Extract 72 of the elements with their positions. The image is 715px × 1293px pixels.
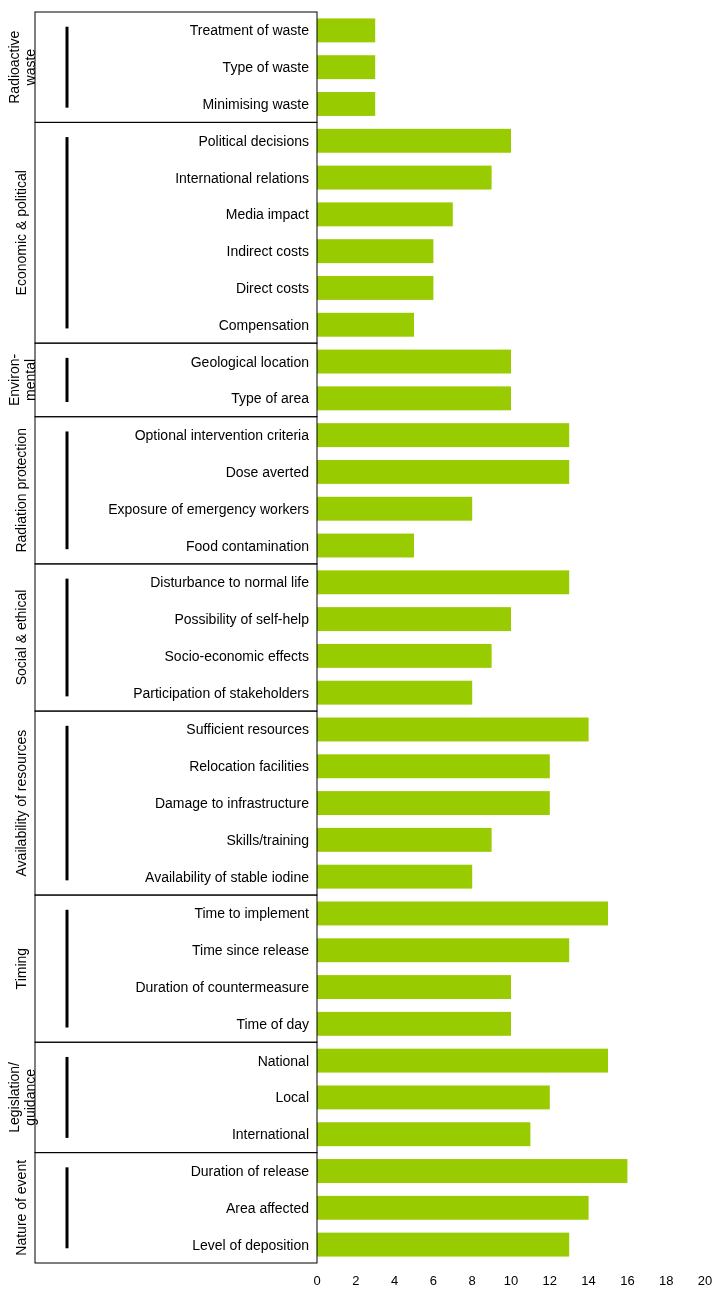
x-tick-label: 8	[468, 1273, 476, 1288]
x-tick-label: 18	[658, 1273, 674, 1288]
bar	[317, 276, 434, 300]
y-tick-label: Minimising waste	[202, 95, 310, 112]
y-tick-label: Dose averted	[225, 463, 309, 480]
x-tick-label: 2	[352, 1273, 360, 1288]
y-tick-label: Treatment of waste	[189, 22, 310, 39]
bar	[317, 1195, 589, 1220]
x-tick-label: 0	[313, 1273, 321, 1288]
y-axis-title: Timing	[13, 947, 29, 990]
y-tick-label: Media impact	[225, 206, 310, 223]
y-axis-title: Social & ethical	[13, 589, 29, 686]
y-tick-label: International	[231, 1126, 309, 1143]
bar	[317, 570, 570, 595]
y-tick-label: Disturbance to normal life	[150, 574, 310, 591]
y-tick-label: Food contamination	[186, 537, 309, 554]
y-tick-label: Socio-economic effects	[164, 647, 309, 664]
y-tick-label: Area affected	[225, 1199, 309, 1216]
y-tick-label: Time of day	[236, 1015, 309, 1032]
y-axis-title: Radioactive waste	[6, 30, 38, 104]
x-tick-label: 20	[697, 1273, 713, 1288]
bar	[317, 1232, 570, 1257]
bar	[317, 754, 550, 779]
bar	[317, 607, 511, 632]
y-tick-label: Type of area	[231, 390, 310, 407]
y-tick-label: Relocation facilities	[189, 758, 309, 775]
bar	[317, 864, 473, 889]
y-tick-label: National	[257, 1052, 309, 1069]
x-tick-label: 10	[503, 1273, 519, 1288]
bar	[317, 202, 453, 227]
y-tick-label: Type of waste	[222, 59, 310, 76]
bar	[317, 1159, 628, 1183]
x-tick-label: 4	[390, 1273, 399, 1288]
bar	[317, 128, 511, 153]
y-tick-label: Participation of stakeholders	[133, 684, 309, 701]
y-tick-label: Time since release	[192, 942, 310, 959]
x-tick-label: 16	[620, 1273, 635, 1288]
x-tick-label: 6	[429, 1273, 438, 1288]
y-tick-label: Duration of countermeasure	[135, 979, 310, 996]
y-axis-title: Environ-mental	[6, 353, 38, 407]
y-tick-label: Indirect costs	[226, 243, 309, 260]
y-tick-label: Local	[275, 1089, 309, 1106]
bar	[317, 312, 414, 337]
y-tick-label: Damage to infrastructure	[154, 795, 310, 812]
y-tick-label: Skills/training	[226, 831, 309, 848]
y-tick-label: Geological location	[190, 353, 309, 370]
y-tick-label: Availability of stable iodine	[145, 868, 310, 885]
y-tick-label: Time to implement	[194, 905, 310, 922]
y-tick-label: Level of deposition	[192, 1236, 309, 1253]
y-tick-label: Direct costs	[235, 279, 309, 296]
bar	[317, 643, 492, 668]
bar	[317, 239, 434, 264]
y-axis-title: Radiation protection	[13, 428, 29, 553]
y-axis-title: Availability of resources	[13, 729, 29, 877]
bar	[317, 680, 473, 705]
x-tick-label: 12	[542, 1273, 558, 1288]
y-axis-title: Economic & political	[13, 170, 29, 296]
y-tick-label: Optional intervention criteria	[134, 427, 310, 444]
bar	[317, 717, 589, 742]
y-tick-label: Possibility of self-help	[174, 611, 310, 628]
y-tick-label: Exposure of emergency workers	[108, 500, 309, 517]
bar	[317, 165, 492, 190]
bar	[317, 791, 550, 816]
y-tick-label: Sufficient resources	[186, 721, 309, 738]
y-axis-title: Nature of event	[13, 1159, 29, 1256]
x-tick-label: 14	[581, 1273, 596, 1288]
y-axis-title: Legislation/guidance	[6, 1061, 38, 1133]
y-tick-label: International relations	[175, 169, 309, 186]
bar	[317, 827, 492, 852]
y-tick-label: Compensation	[218, 316, 309, 333]
y-tick-label: Political decisions	[198, 132, 309, 149]
y-tick-label: Duration of release	[190, 1163, 310, 1180]
